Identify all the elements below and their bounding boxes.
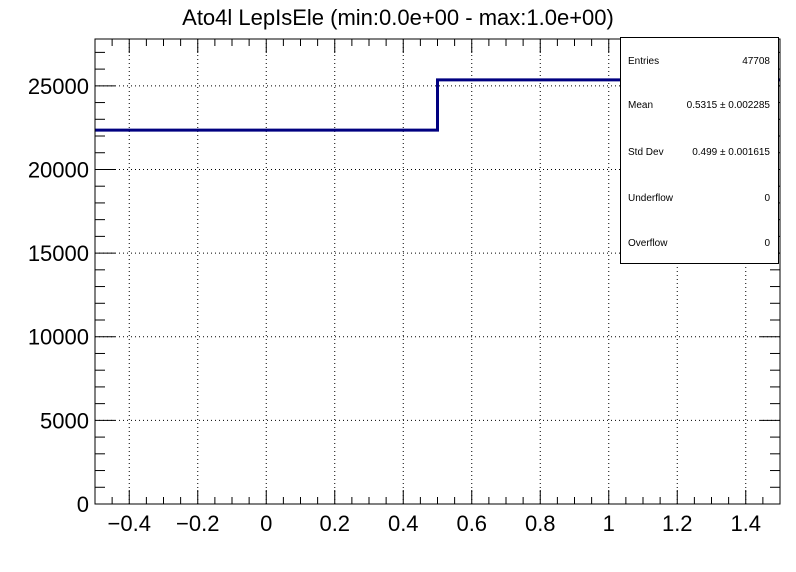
histogram-line (95, 78, 780, 132)
x-tick-label: 0 (260, 511, 272, 536)
chart-title: Ato4l LepIsEle (min:0.0e+00 - max:1.0e+0… (182, 5, 614, 30)
stats-overflow-label: Overflow (628, 238, 668, 249)
stats-mean-value: 0.5315 ± 0.002285 (686, 100, 770, 111)
stats-box: Entries 47708 Mean 0.5315 ± 0.002285 Std… (620, 37, 779, 264)
histogram-series (95, 78, 780, 132)
stats-mean-label: Mean (628, 100, 654, 111)
y-tick-label: 20000 (28, 157, 89, 182)
stats-stddev-label: Std Dev (628, 147, 664, 158)
x-tick-label: 1.2 (662, 511, 693, 536)
stats-stddev-row: Std Dev 0.499 ± 0.001615 (628, 146, 770, 160)
y-tick-label: 0 (77, 492, 89, 517)
y-tick-label: 15000 (28, 241, 89, 266)
stats-mean-row: Mean 0.5315 ± 0.002285 (628, 99, 770, 113)
stats-stddev-value: 0.499 ± 0.001615 (692, 147, 770, 158)
y-tick-label: 25000 (28, 74, 89, 99)
axes: −0.4 −0.2 0 0.2 0.4 0.6 0.8 1 1.2 1.4 0 5000 10000 15… (28, 38, 781, 536)
stats-overflow-value: 0 (764, 238, 770, 249)
stats-entries-value: 47708 (742, 56, 770, 67)
x-tick-label: 0.6 (456, 511, 487, 536)
grid-lines (95, 39, 780, 504)
x-tick-label: 0.8 (525, 511, 556, 536)
x-tick-label: 1 (603, 511, 615, 536)
stats-underflow-label: Underflow (628, 193, 674, 204)
y-tick-label: 5000 (40, 408, 89, 433)
stats-underflow-row: Underflow 0 (628, 192, 770, 206)
x-tick-label: 1.4 (730, 511, 761, 536)
y-tick-label: 10000 (28, 325, 89, 350)
x-tick-label: 0.2 (319, 511, 350, 536)
stats-overflow-row: Overflow 0 (628, 237, 770, 251)
x-tick-label: −0.4 (108, 511, 151, 536)
x-tick-label: 0.4 (388, 511, 419, 536)
stats-underflow-value: 0 (764, 193, 770, 204)
stats-entries-row: Entries 47708 (628, 55, 770, 69)
x-tick-label: −0.2 (176, 511, 219, 536)
stats-entries-label: Entries (628, 56, 660, 67)
